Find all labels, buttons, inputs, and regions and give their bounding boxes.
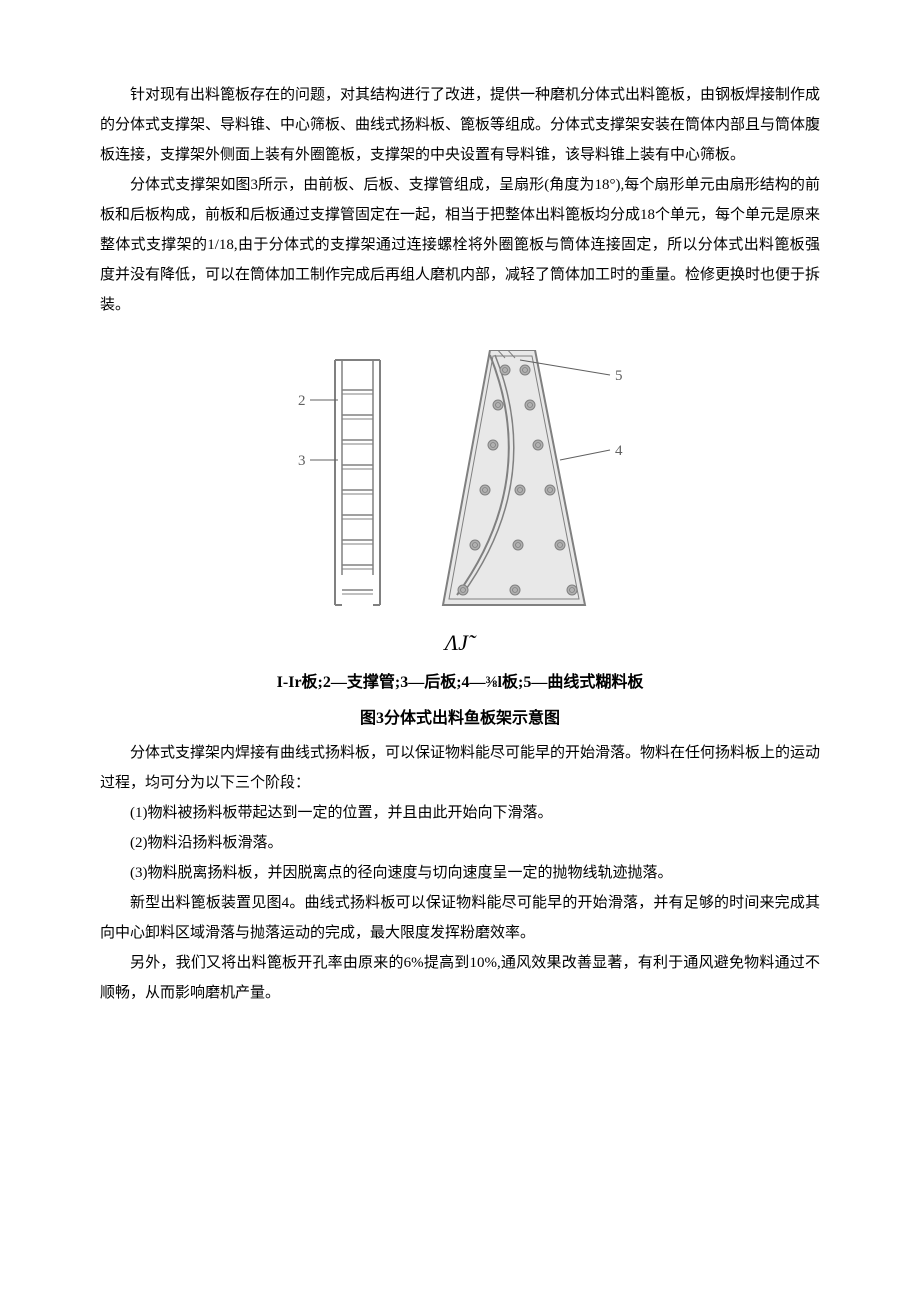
- paragraph-4: 新型出料篦板装置见图4。曲线式扬料板可以保证物料能尽可能早的开始滑落，并有足够的…: [100, 888, 820, 948]
- paragraph-intro-1: 针对现有出料篦板存在的问题，对其结构进行了改进，提供一种磨机分体式出料篦板，由钢…: [100, 80, 820, 170]
- list-item-3: (3)物料脱离扬料板，并因脱离点的径向速度与切向速度呈一定的抛物线轨迹抛落。: [100, 858, 820, 888]
- list-item-2: (2)物料沿扬料板滑落。: [100, 828, 820, 858]
- figure-formula-caption: ΛJ˜: [100, 630, 820, 656]
- svg-text:5: 5: [615, 368, 623, 384]
- paragraph-intro-2: 分体式支撑架如图3所示，由前板、后板、支撑管组成，呈扇形(角度为18°),每个扇…: [100, 170, 820, 320]
- paragraph-3: 分体式支撑架内焊接有曲线式扬料板，可以保证物料能尽可能早的开始滑落。物料在任何扬…: [100, 738, 820, 798]
- figure-3-svg: 2 3 5 4: [260, 350, 660, 620]
- svg-text:2: 2: [298, 393, 306, 409]
- figure-3-container: 2 3 5 4 ΛJ˜ I-Ir板;2—支撑管;3—后板;4—⅜l板;5—曲线式糊料板…: [100, 350, 820, 728]
- figure-legend: I-Ir板;2—支撑管;3—后板;4—⅜l板;5—曲线式糊料板: [100, 668, 820, 692]
- figure-title: 图3分体式出料鱼板架示意图: [100, 704, 820, 728]
- paragraph-5: 另外，我们又将出料篦板开孔率由原来的6%提高到10%,通风效果改善显著，有利于通…: [100, 948, 820, 1008]
- svg-text:3: 3: [298, 453, 306, 469]
- list-item-1: (1)物料被扬料板带起达到一定的位置，并且由此开始向下滑落。: [100, 798, 820, 828]
- svg-text:4: 4: [615, 443, 623, 459]
